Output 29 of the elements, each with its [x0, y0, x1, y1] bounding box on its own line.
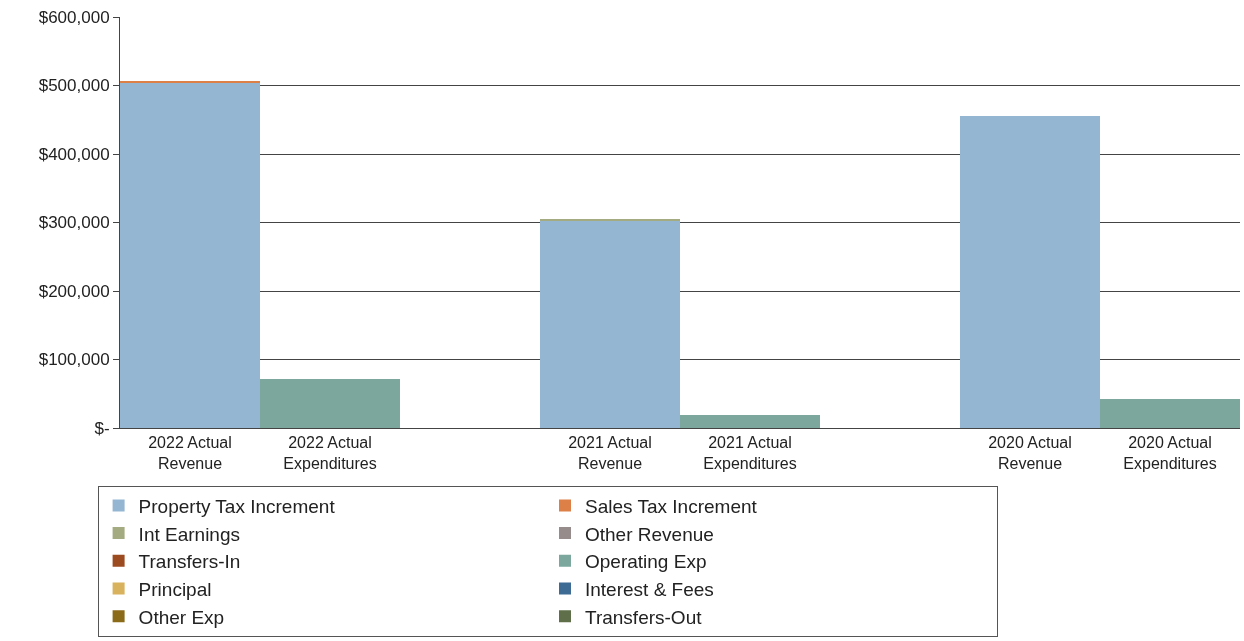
- x-tick-label: 2020 Actual Expenditures: [1123, 434, 1217, 472]
- legend-label: Other Exp: [138, 606, 225, 628]
- legend-label: Other Revenue: [585, 523, 714, 545]
- bar: [120, 82, 260, 428]
- y-tick-label: $400,000: [38, 144, 110, 164]
- legend-label: Operating Exp: [585, 551, 707, 573]
- y-tick-label: $600,000: [38, 7, 110, 27]
- x-tick-label: 2022 Actual Expenditures: [283, 434, 377, 472]
- x-tick-label: 2021 Actual Revenue: [568, 434, 652, 472]
- bar: [540, 220, 680, 428]
- x-tick-label: 2022 Actual Revenue: [148, 434, 232, 472]
- y-tick-label: $-: [94, 418, 110, 438]
- x-tick-label: 2021 Actual Expenditures: [703, 434, 797, 472]
- bar: [680, 415, 820, 428]
- bar: [1100, 399, 1240, 428]
- legend-label: Transfers-Out: [585, 606, 703, 628]
- legend-label: Transfers-In: [138, 551, 241, 573]
- y-tick-label: $100,000: [38, 350, 110, 370]
- bar: [960, 116, 1100, 428]
- legend-label: Principal: [138, 578, 212, 600]
- legend-label: Property Tax Increment: [138, 495, 336, 517]
- legend-label: Interest & Fees: [585, 578, 714, 600]
- bar: [260, 379, 400, 428]
- x-tick-label: 2020 Actual Revenue: [988, 434, 1072, 472]
- y-tick-label: $500,000: [38, 76, 110, 96]
- y-tick-label: $300,000: [38, 213, 110, 233]
- y-tick-label: $200,000: [38, 281, 110, 301]
- legend-label: Int Earnings: [138, 523, 241, 545]
- legend-label: Sales Tax Increment: [585, 495, 758, 517]
